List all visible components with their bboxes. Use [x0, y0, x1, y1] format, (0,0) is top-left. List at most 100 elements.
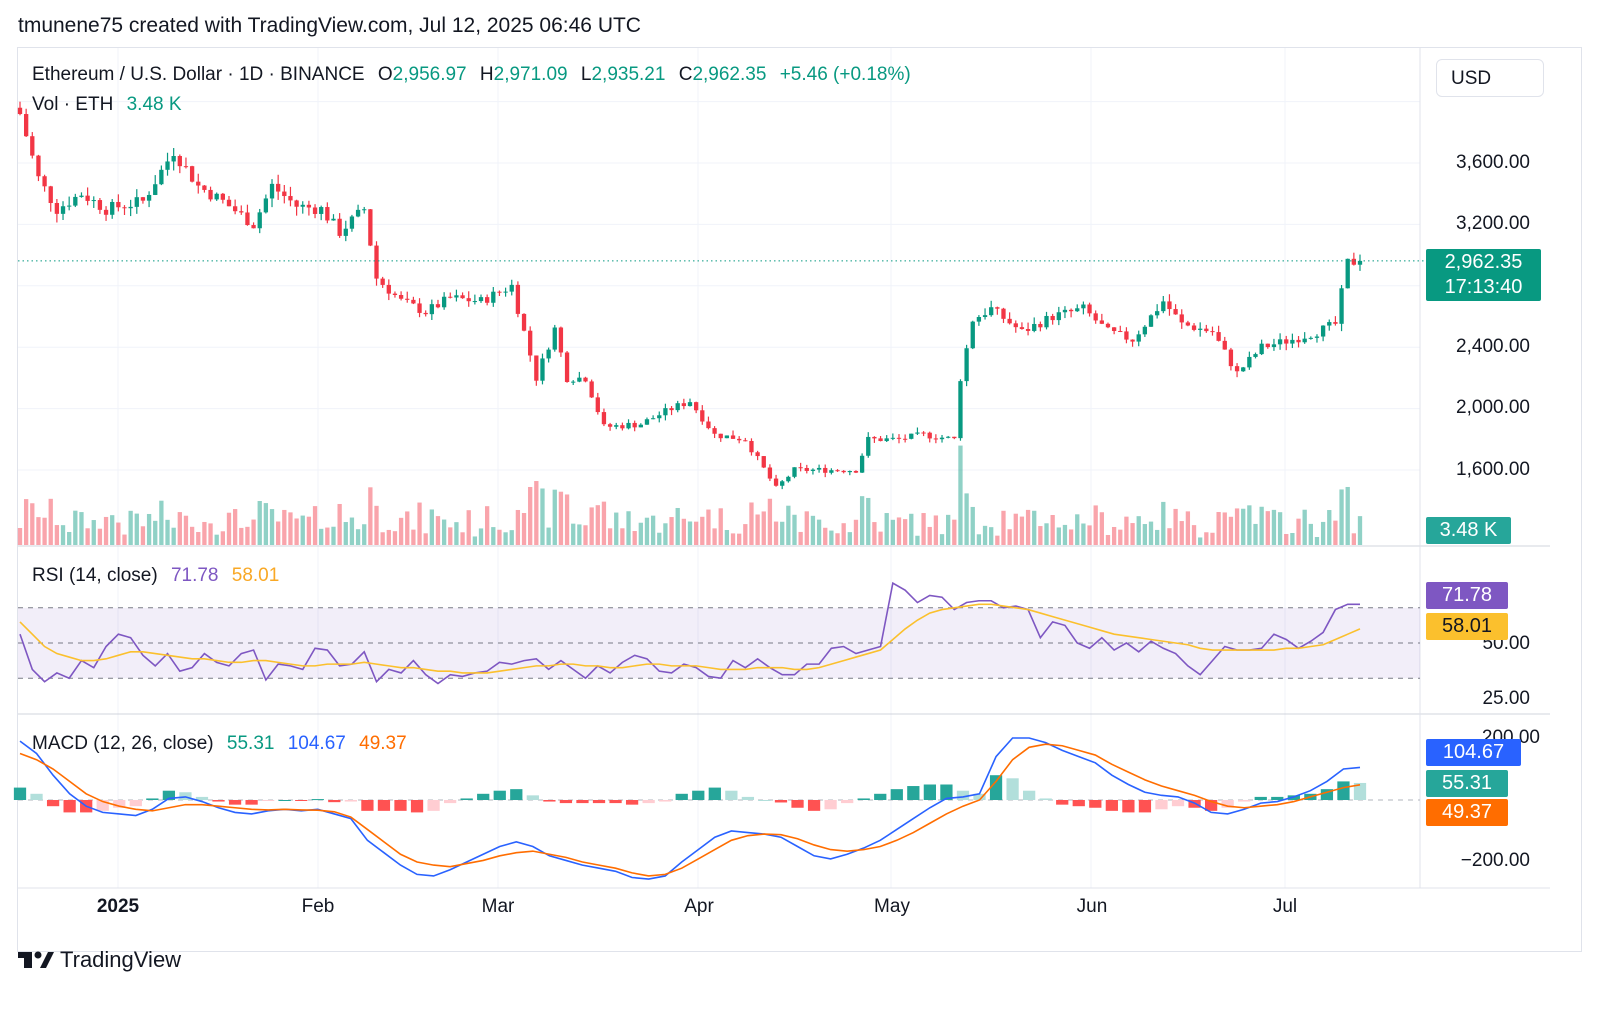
rsi-ma-value: 58.01	[231, 565, 280, 586]
volume-bar	[1222, 512, 1227, 545]
macd-histogram-bar	[295, 800, 308, 801]
macd-hist-tag: 55.31	[1426, 770, 1508, 797]
candle-body	[1105, 323, 1111, 328]
volume-bar	[853, 519, 859, 545]
volume-bar	[1241, 508, 1246, 545]
volume-bar	[140, 526, 146, 545]
candle-body	[67, 205, 72, 207]
high-value: 2,971.09	[493, 64, 568, 85]
rsi-legend[interactable]: RSI (14, close) 71.78 58.01	[32, 565, 287, 587]
macd-histogram-bar	[675, 793, 688, 800]
candle-body	[1339, 288, 1344, 324]
volume-bar	[1302, 509, 1307, 545]
candle-body	[312, 207, 318, 214]
candle-body	[1062, 309, 1068, 313]
volume-bar	[804, 511, 809, 545]
macd-histogram-bar	[46, 800, 60, 807]
volume-bar	[761, 511, 766, 545]
candle-body	[564, 352, 570, 383]
volume-bar	[1185, 511, 1191, 545]
volume-bar	[349, 517, 355, 545]
candle-body	[110, 201, 115, 215]
volume-bar	[392, 531, 398, 545]
rsi-tag: 71.78	[1426, 582, 1508, 609]
macd-histogram-bar	[328, 800, 341, 803]
macd-histogram-bar	[543, 800, 556, 802]
volume-bar	[847, 532, 852, 545]
volume-bar	[890, 519, 895, 545]
candle-body	[36, 155, 41, 177]
macd-histogram-bar	[592, 800, 606, 804]
volume-legend[interactable]: Vol · ETH 3.48 K	[32, 94, 190, 116]
volume-bar	[134, 513, 139, 545]
candle-body	[528, 330, 533, 356]
candle-body	[1093, 313, 1098, 321]
macd-histogram-bar	[477, 793, 490, 800]
candle-body	[1210, 331, 1215, 333]
candle-body	[663, 408, 668, 416]
candle-body	[786, 476, 791, 482]
candle-body	[300, 204, 305, 207]
candle-body	[872, 436, 877, 439]
candle-body	[638, 424, 643, 428]
symbol-legend[interactable]: Ethereum / U.S. Dollar · 1D · BINANCE O2…	[32, 64, 919, 86]
volume-bar	[491, 527, 496, 545]
candle-body	[54, 203, 60, 214]
candle-body	[171, 156, 176, 162]
volume-bar	[466, 510, 471, 545]
candle-body	[767, 467, 773, 479]
volume-bar	[1081, 523, 1086, 545]
candle-body	[165, 161, 170, 170]
volume-bar	[976, 534, 982, 545]
candle-body	[1111, 327, 1117, 331]
candle-body	[700, 410, 705, 422]
candle-body	[337, 218, 342, 236]
macd-histogram-bar	[1171, 800, 1185, 807]
macd-histogram-bar	[1254, 796, 1267, 800]
candle-body	[1222, 340, 1227, 350]
volume-bar	[1050, 515, 1055, 545]
candle-body	[1032, 323, 1037, 331]
time-tick: 2025	[96, 896, 140, 917]
macd-histogram-bar	[278, 800, 291, 801]
chart-caption: tmunene75 created with TradingView.com, …	[18, 14, 641, 37]
macd-histogram-bar	[410, 800, 424, 813]
macd-histogram-bar	[493, 790, 506, 800]
macd-histogram-bar	[212, 800, 225, 802]
volume-bar	[380, 532, 385, 545]
macd-histogram-bar	[1138, 800, 1152, 813]
footer-brand[interactable]: TradingView	[18, 947, 181, 973]
volume-bar	[1124, 516, 1129, 545]
volume-bar	[521, 512, 527, 545]
macd-histogram-bar	[1006, 778, 1019, 800]
candle-body	[1204, 328, 1209, 332]
volume-bar	[460, 532, 465, 545]
volume-bar	[896, 517, 902, 545]
candle-body	[902, 438, 908, 440]
volume-bar	[933, 515, 939, 545]
macd-legend[interactable]: MACD (12, 26, close) 55.31 104.67 49.37	[32, 733, 415, 755]
volume-bar	[1333, 520, 1338, 545]
macd-lines	[13, 737, 1420, 880]
volume-bar	[675, 507, 680, 545]
currency-button[interactable]: USD	[1436, 59, 1544, 97]
macd-histogram-bar	[989, 775, 1003, 800]
volume-bar	[909, 513, 914, 545]
candle-body	[423, 312, 428, 315]
candle-body	[1173, 309, 1178, 315]
candle-body	[1228, 349, 1234, 367]
close-label: C2,962.35	[678, 64, 767, 85]
volume-bar	[1259, 506, 1264, 545]
volume-bar	[103, 516, 109, 545]
volume-bar	[810, 515, 816, 545]
candle-body	[1179, 314, 1184, 323]
candle-body	[276, 183, 281, 192]
time-tick: Apr	[684, 896, 714, 917]
candle-body	[122, 207, 127, 209]
candle-body	[1191, 325, 1197, 330]
candle-body	[626, 422, 631, 429]
macd-histogram-bar	[774, 800, 788, 803]
candle-body	[896, 437, 902, 439]
macd-histogram-bar	[113, 800, 126, 808]
